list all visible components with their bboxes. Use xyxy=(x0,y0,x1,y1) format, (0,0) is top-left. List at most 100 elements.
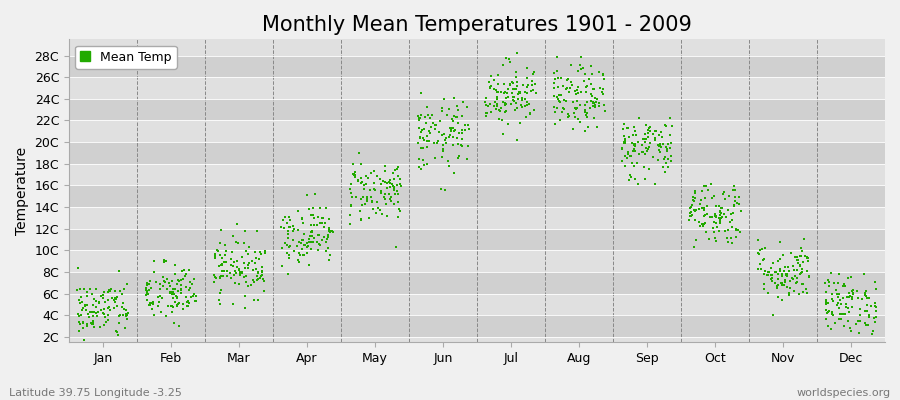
Point xyxy=(490,94,504,100)
Point xyxy=(775,282,789,288)
Point xyxy=(597,76,611,82)
Point xyxy=(859,293,873,300)
Point xyxy=(491,71,506,78)
Point xyxy=(308,191,322,198)
Point xyxy=(713,216,727,222)
Point xyxy=(179,284,194,290)
Point xyxy=(176,301,191,307)
Point xyxy=(211,248,225,254)
Point xyxy=(626,141,641,148)
Point xyxy=(166,304,180,310)
Point xyxy=(436,147,450,154)
Point xyxy=(819,289,833,296)
Point xyxy=(519,98,534,105)
Point xyxy=(773,268,788,275)
Point xyxy=(482,79,496,85)
Point xyxy=(94,307,108,313)
Point xyxy=(238,272,253,279)
Point xyxy=(460,122,474,128)
Point xyxy=(255,263,269,270)
Point xyxy=(430,138,445,145)
Point xyxy=(821,323,835,329)
Point xyxy=(95,295,110,301)
Point xyxy=(821,308,835,315)
Point xyxy=(227,259,241,266)
Point xyxy=(588,95,602,102)
Point xyxy=(166,320,181,326)
Point xyxy=(559,76,573,83)
Point xyxy=(868,286,883,292)
Point xyxy=(326,229,340,236)
Point xyxy=(505,90,519,97)
Point xyxy=(238,265,252,271)
Point xyxy=(775,273,789,280)
Point xyxy=(818,280,832,286)
Point xyxy=(707,192,722,199)
Point xyxy=(526,70,540,77)
Point xyxy=(868,314,883,320)
Point xyxy=(527,81,542,88)
Point xyxy=(429,122,444,128)
Point xyxy=(82,314,96,320)
Point xyxy=(319,205,333,212)
Point xyxy=(175,286,189,292)
Point xyxy=(510,96,525,102)
Point xyxy=(648,135,662,141)
Bar xyxy=(69,250,885,272)
Point xyxy=(393,176,408,182)
Point xyxy=(456,98,471,105)
Point xyxy=(344,203,358,210)
Point xyxy=(483,101,498,107)
Point xyxy=(729,227,743,233)
Point xyxy=(824,311,839,317)
Point xyxy=(688,208,702,214)
Point xyxy=(778,271,793,278)
Point xyxy=(370,172,384,179)
Point xyxy=(838,282,852,289)
Point xyxy=(219,248,233,254)
Point xyxy=(588,102,602,108)
Point xyxy=(96,306,111,312)
Point xyxy=(773,266,788,272)
Point xyxy=(364,169,378,176)
Point xyxy=(499,108,513,114)
Point xyxy=(446,142,460,148)
Point xyxy=(363,187,377,193)
Point xyxy=(451,153,465,159)
Point xyxy=(821,277,835,283)
Point xyxy=(569,106,583,112)
Point xyxy=(286,228,301,234)
Point xyxy=(702,236,716,243)
Point xyxy=(414,126,428,133)
Point xyxy=(556,97,571,103)
Point xyxy=(845,291,859,298)
Point xyxy=(283,242,297,249)
Point xyxy=(577,78,591,84)
Point xyxy=(212,239,227,246)
Point xyxy=(74,312,88,318)
Point xyxy=(389,244,403,250)
Point xyxy=(597,102,611,108)
Point xyxy=(180,299,194,305)
Point xyxy=(424,124,438,130)
Point xyxy=(497,90,511,96)
Point xyxy=(763,276,778,282)
Point xyxy=(825,296,840,302)
Point xyxy=(382,191,396,197)
Point xyxy=(364,194,378,200)
Point xyxy=(184,285,198,291)
Point xyxy=(771,276,786,282)
Point xyxy=(514,102,528,108)
Point xyxy=(756,257,770,264)
Point xyxy=(661,141,675,147)
Point xyxy=(250,296,265,303)
Point xyxy=(638,176,652,182)
Point xyxy=(292,250,306,257)
Point xyxy=(107,288,122,294)
Point xyxy=(527,69,542,75)
Point xyxy=(586,100,600,106)
Point xyxy=(449,114,464,120)
Point xyxy=(421,138,436,145)
Point xyxy=(77,337,92,344)
Point xyxy=(525,82,539,88)
